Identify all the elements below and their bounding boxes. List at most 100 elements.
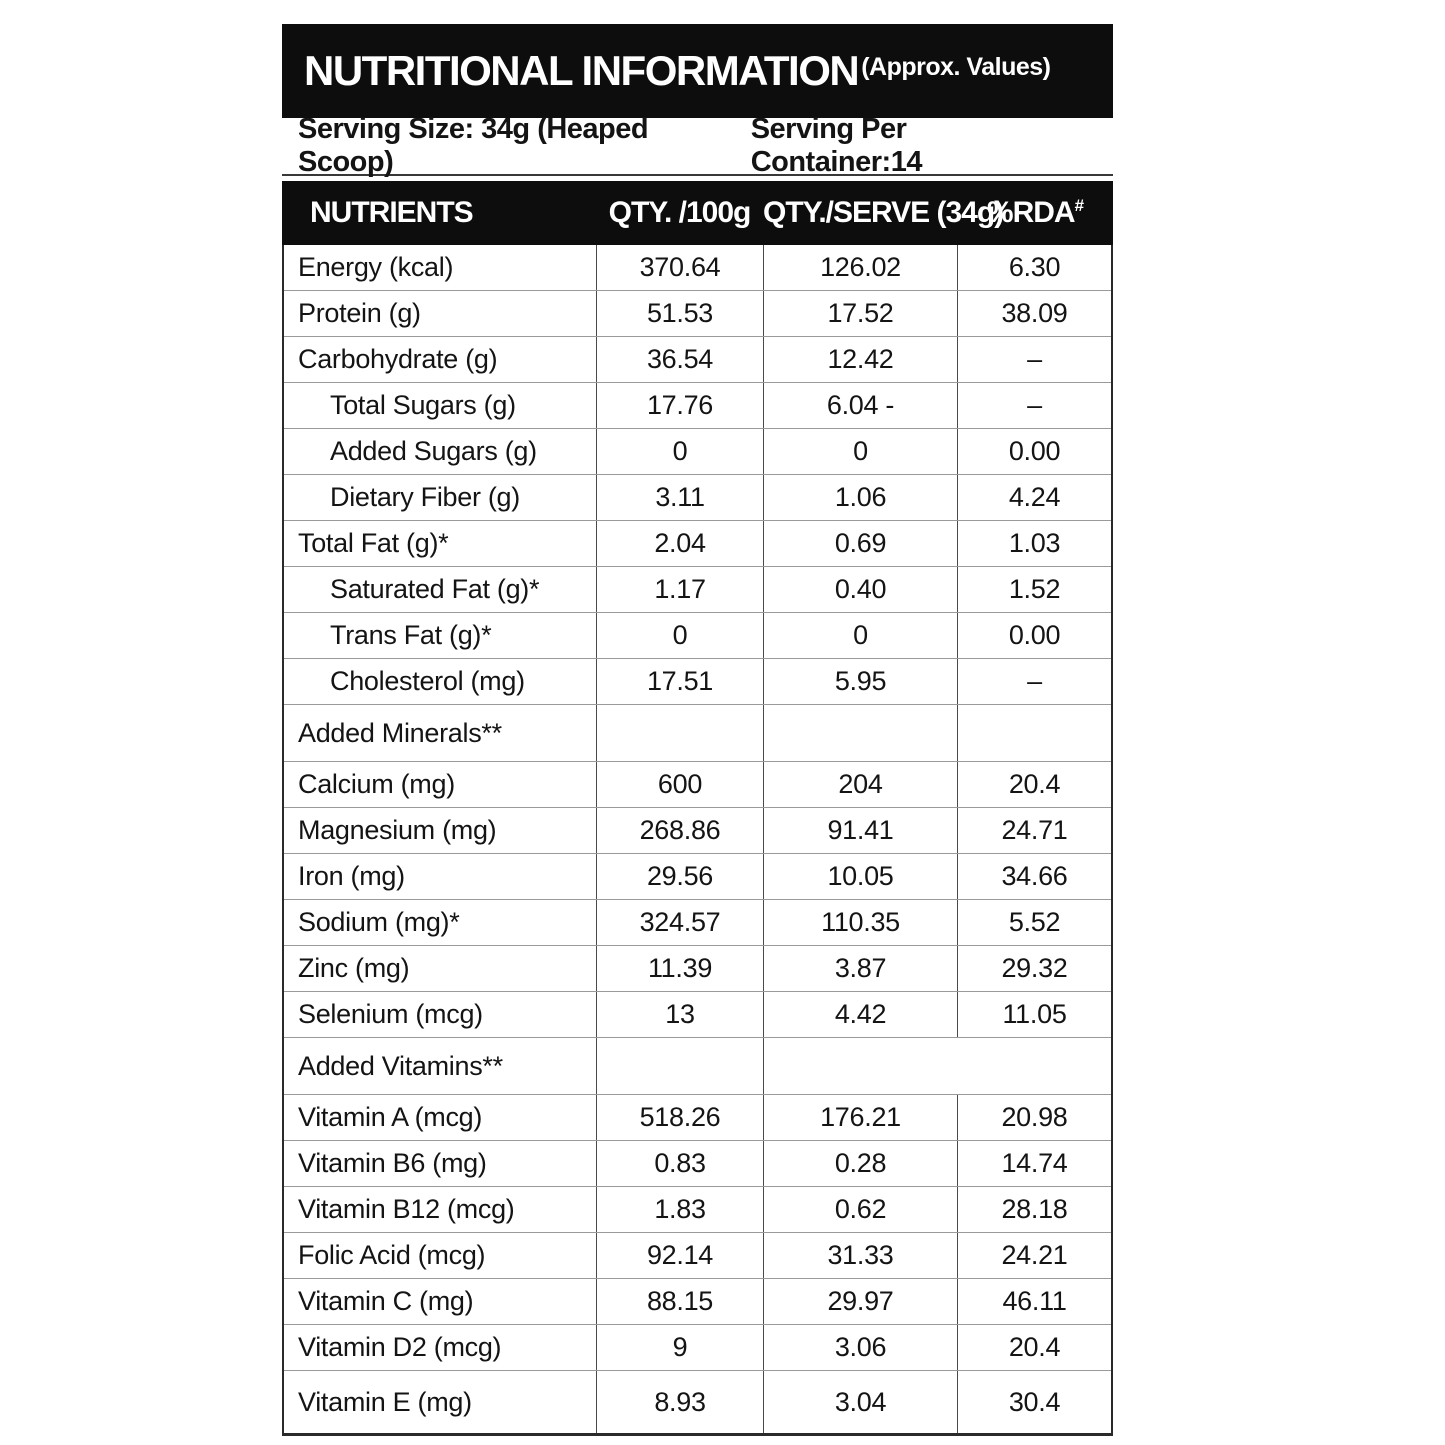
qty-per-100g-cell: 324.57 bbox=[596, 900, 763, 945]
qty-per-100g-cell: 268.86 bbox=[596, 808, 763, 853]
qty-per-serve-cell: 0.62 bbox=[763, 1187, 957, 1232]
qty-per-serve-cell: 91.41 bbox=[763, 808, 957, 853]
qty-per-serve-cell bbox=[763, 705, 957, 761]
qty-per-100g-cell: 0.83 bbox=[596, 1141, 763, 1186]
qty-per-100g-cell: 9 bbox=[596, 1325, 763, 1370]
qty-per-serve-cell: 110.35 bbox=[763, 900, 957, 945]
qty-per-100g-cell: 1.17 bbox=[596, 567, 763, 612]
header-rda-superscript: # bbox=[1074, 196, 1085, 215]
rda-percent-cell: 4.24 bbox=[957, 475, 1111, 520]
table-row: Saturated Fat (g)* 1.17 0.40 1.52 bbox=[284, 567, 1111, 613]
separator-line bbox=[282, 174, 1113, 181]
nutrient-label: Added Sugars (g) bbox=[330, 436, 537, 466]
rda-percent-cell: 1.03 bbox=[957, 521, 1111, 566]
table-row: Total Sugars (g) 17.76 6.04 - – bbox=[284, 383, 1111, 429]
rda-percent-cell: 24.71 bbox=[957, 808, 1111, 853]
table-row: Dietary Fiber (g) 3.11 1.06 4.24 bbox=[284, 475, 1111, 521]
qty-per-100g-cell: 17.51 bbox=[596, 659, 763, 704]
rda-percent-cell: 28.18 bbox=[957, 1187, 1111, 1232]
page-title-subtitle: (Approx. Values) bbox=[861, 52, 1051, 81]
qty-per-serve-cell: 0 bbox=[763, 429, 957, 474]
table-row: Carbohydrate (g) 36.54 12.42 – bbox=[284, 337, 1111, 383]
nutrient-label: Total Fat (g)* bbox=[298, 528, 449, 558]
nutrient-label: Added Minerals** bbox=[298, 717, 502, 748]
qty-per-100g-cell: 0 bbox=[596, 429, 763, 474]
nutrient-label: Selenium (mcg) bbox=[298, 999, 483, 1029]
qty-per-serve-cell: 204 bbox=[763, 762, 957, 807]
serving-size-text: Serving Size: 34g (Heaped Scoop) bbox=[298, 113, 649, 178]
rda-percent-cell: 24.21 bbox=[957, 1233, 1111, 1278]
qty-per-serve-cell: 0.28 bbox=[763, 1141, 957, 1186]
qty-per-serve-cell: 17.52 bbox=[763, 291, 957, 336]
rda-percent-cell: 30.4 bbox=[957, 1371, 1111, 1433]
qty-per-serve-cell: 4.42 bbox=[763, 992, 957, 1037]
qty-per-100g-cell: 1.83 bbox=[596, 1187, 763, 1232]
table-row: Added Minerals** bbox=[284, 705, 1111, 762]
qty-per-100g-cell: 11.39 bbox=[596, 946, 763, 991]
qty-per-serve-cell: 3.87 bbox=[763, 946, 957, 991]
table-row: Protein (g) 51.53 17.52 38.09 bbox=[284, 291, 1111, 337]
nutrient-label: Carbohydrate (g) bbox=[298, 344, 498, 374]
rda-percent-cell: – bbox=[957, 383, 1111, 428]
qty-per-100g-cell: 17.76 bbox=[596, 383, 763, 428]
table-row: Vitamin E (mg) 8.93 3.04 30.4 bbox=[284, 1371, 1111, 1433]
table-row: Vitamin D2 (mcg) 9 3.06 20.4 bbox=[284, 1325, 1111, 1371]
nutrient-label: Added Vitamins** bbox=[298, 1050, 503, 1081]
serving-info-row: Serving Size: 34g (Heaped Scoop) Serving… bbox=[282, 113, 1113, 178]
header-rda: %RDA# bbox=[957, 196, 1113, 230]
servings-per-container-text: Serving Per Container:14 bbox=[750, 113, 923, 178]
qty-per-100g-cell: 370.64 bbox=[596, 245, 763, 290]
nutrient-label: Dietary Fiber (g) bbox=[330, 482, 520, 512]
rda-percent-cell: 0.00 bbox=[957, 429, 1111, 474]
qty-per-100g-cell bbox=[596, 1038, 763, 1094]
nutrient-label: Saturated Fat (g)* bbox=[330, 574, 540, 604]
qty-per-serve-cell: 126.02 bbox=[763, 245, 957, 290]
qty-per-100g-cell: 51.53 bbox=[596, 291, 763, 336]
rda-percent-cell bbox=[957, 705, 1111, 761]
table-row: Selenium (mcg) 13 4.42 11.05 bbox=[284, 992, 1111, 1038]
table-body: Energy (kcal) 370.64 126.02 6.30 Protein… bbox=[282, 245, 1113, 1436]
nutrient-label: Vitamin B6 (mg) bbox=[298, 1148, 487, 1178]
qty-per-serve-cell: 29.97 bbox=[763, 1279, 957, 1324]
title-bar: NUTRITIONAL INFORMATION (Approx. Values) bbox=[282, 24, 1113, 118]
nutrient-label: Calcium (mg) bbox=[298, 769, 455, 799]
nutrient-label: Cholesterol (mg) bbox=[330, 666, 525, 696]
table-row: Vitamin B6 (mg) 0.83 0.28 14.74 bbox=[284, 1141, 1111, 1187]
rda-percent-cell: – bbox=[957, 659, 1111, 704]
qty-per-100g-cell: 2.04 bbox=[596, 521, 763, 566]
table-header-row: NUTRIENTS QTY. /100g QTY./SERVE (34g) %R… bbox=[282, 181, 1113, 245]
page-title: NUTRITIONAL INFORMATION bbox=[304, 47, 860, 94]
rda-percent-cell: 1.52 bbox=[957, 567, 1111, 612]
nutrient-label: Zinc (mg) bbox=[298, 953, 410, 983]
table-row: Vitamin C (mg) 88.15 29.97 46.11 bbox=[284, 1279, 1111, 1325]
qty-per-100g-cell bbox=[596, 705, 763, 761]
qty-per-100g-cell: 518.26 bbox=[596, 1095, 763, 1140]
nutrient-label: Folic Acid (mcg) bbox=[298, 1240, 486, 1270]
nutrient-label: Sodium (mg)* bbox=[298, 907, 460, 937]
rda-percent-cell: 14.74 bbox=[957, 1141, 1111, 1186]
nutrient-label: Vitamin E (mg) bbox=[298, 1386, 472, 1417]
rda-percent-cell: 6.30 bbox=[957, 245, 1111, 290]
header-nutrients: NUTRIENTS bbox=[310, 196, 474, 229]
table-row: Calcium (mg) 600 204 20.4 bbox=[284, 762, 1111, 808]
qty-per-serve-cell: 5.95 bbox=[763, 659, 957, 704]
table-row: Sodium (mg)* 324.57 110.35 5.52 bbox=[284, 900, 1111, 946]
rda-percent-cell: 29.32 bbox=[957, 946, 1111, 991]
rda-percent-cell: 0.00 bbox=[957, 613, 1111, 658]
rda-percent-cell: 5.52 bbox=[957, 900, 1111, 945]
rda-percent-cell: 20.4 bbox=[957, 1325, 1111, 1370]
rda-percent-cell: 20.98 bbox=[957, 1095, 1111, 1140]
table-row: Iron (mg) 29.56 10.05 34.66 bbox=[284, 854, 1111, 900]
qty-per-serve-cell: 1.06 bbox=[763, 475, 957, 520]
qty-per-100g-cell: 8.93 bbox=[596, 1371, 763, 1433]
table-row: Total Fat (g)* 2.04 0.69 1.03 bbox=[284, 521, 1111, 567]
nutrient-label: Protein (g) bbox=[298, 298, 421, 328]
table-row: Folic Acid (mcg) 92.14 31.33 24.21 bbox=[284, 1233, 1111, 1279]
qty-per-serve-cell: 0.40 bbox=[763, 567, 957, 612]
qty-per-serve-cell: 31.33 bbox=[763, 1233, 957, 1278]
qty-per-100g-cell: 92.14 bbox=[596, 1233, 763, 1278]
qty-per-serve-cell: 0 bbox=[763, 613, 957, 658]
qty-per-serve-cell: 6.04 - bbox=[763, 383, 957, 428]
qty-per-100g-cell: 600 bbox=[596, 762, 763, 807]
